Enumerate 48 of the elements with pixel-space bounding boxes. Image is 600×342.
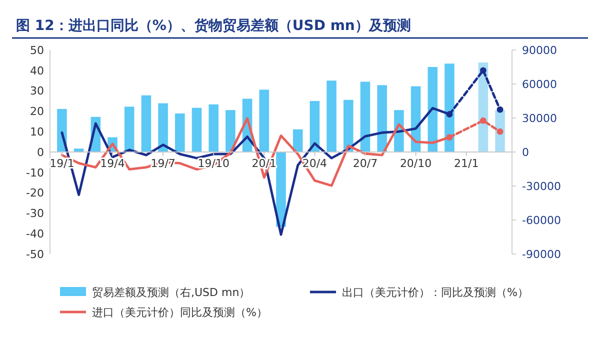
bar	[326, 80, 336, 152]
x-tick-label: 20/7	[352, 157, 378, 170]
y2-tick-label: 30000	[522, 112, 557, 125]
x-tick-label: 19/4	[100, 157, 125, 170]
y-tick-label: 10	[30, 125, 44, 138]
bar	[124, 106, 134, 152]
y2-tick-label: -30000	[522, 180, 561, 193]
bar	[292, 129, 303, 152]
point	[480, 67, 486, 74]
bar	[141, 95, 152, 152]
point	[496, 128, 504, 135]
x-tick-label: 20/10	[400, 157, 432, 170]
bar	[175, 113, 185, 152]
bar	[428, 67, 438, 152]
bar	[377, 85, 387, 152]
y-tick-label: -10	[26, 166, 44, 180]
y-tick-label: 50	[30, 44, 44, 57]
bar	[360, 82, 370, 152]
bar	[208, 104, 218, 152]
y2-tick-label: 60000	[522, 78, 557, 91]
bar	[310, 101, 320, 152]
y-tick-label: 20	[30, 105, 44, 118]
bar	[226, 110, 236, 152]
legend-label: 贸易差额及预测（右,USD mn）	[92, 286, 250, 299]
bar	[276, 152, 286, 227]
y2-tick-label: -90000	[522, 248, 561, 261]
point	[480, 117, 486, 124]
y-tick-label: 40	[30, 64, 44, 78]
point	[446, 111, 453, 118]
y-tick-label: -50	[26, 248, 44, 261]
x-tick-label: 21/1	[454, 157, 479, 170]
legend-label: 进口（美元计价）同比及预测（%）	[92, 306, 268, 319]
y-tick-label: -40	[26, 227, 44, 240]
bar	[192, 108, 202, 152]
y2-tick-label: 90000	[522, 44, 557, 57]
legend-label: 出口（美元计价）：同比及预测（%）	[342, 286, 528, 299]
y-tick-label: -30	[26, 207, 44, 220]
y2-tick-label: 0	[522, 146, 529, 159]
y2-tick-label: -60000	[522, 214, 561, 227]
y-tick-label: -20	[26, 186, 44, 200]
point	[496, 106, 504, 113]
bar	[259, 90, 270, 152]
point	[446, 134, 453, 141]
y-tick-label: 30	[30, 84, 44, 98]
y-tick-label: 0	[37, 146, 44, 159]
bar	[344, 100, 354, 152]
bar	[158, 103, 168, 152]
chart-title: 图 12：进出口同比（%）、货物贸易差额（USD mn）及预测	[16, 17, 411, 34]
